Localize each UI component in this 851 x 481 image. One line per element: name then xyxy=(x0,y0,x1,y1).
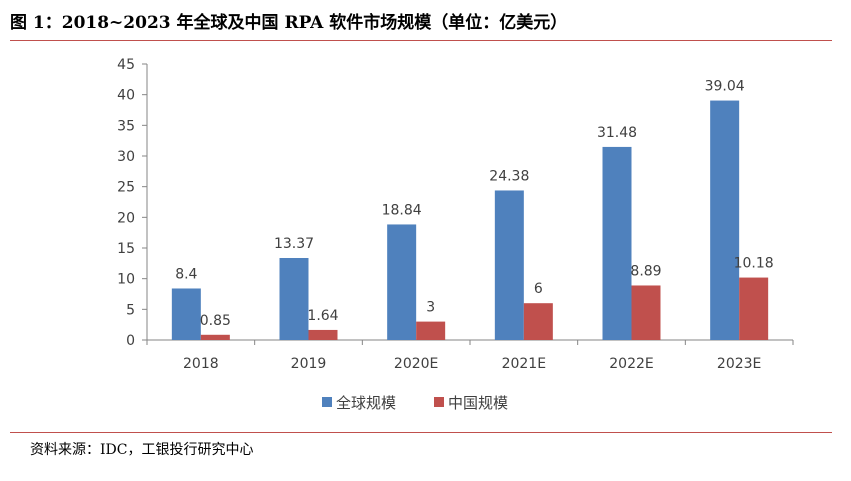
bar-chart: 0 5 10 15 20 25 30 35 40 45 2018 2019 2020E 2021E 202… xyxy=(117,57,794,412)
data-label-global: 31.48 xyxy=(597,125,637,141)
data-label-global: 13.37 xyxy=(274,236,314,252)
x-tick-label: 2023E xyxy=(717,356,761,372)
bar-global xyxy=(710,100,740,341)
legend-swatch-china xyxy=(434,397,444,407)
y-axis: 0 5 10 15 20 25 30 35 40 45 xyxy=(117,57,148,349)
bar-china xyxy=(739,277,769,340)
x-tick-label: 2019 xyxy=(291,356,327,372)
bar-global xyxy=(494,190,524,340)
source-note: 资料来源：IDC，工银投行研究中心 xyxy=(30,442,254,458)
data-label-global: 18.84 xyxy=(382,202,422,218)
y-tick-label: 35 xyxy=(117,118,135,134)
bar-global xyxy=(279,257,309,340)
y-tick-label: 0 xyxy=(126,333,135,349)
top-divider xyxy=(10,40,832,41)
legend-label-china: 中国规模 xyxy=(448,394,508,412)
bar-china xyxy=(416,321,446,340)
y-tick-label: 10 xyxy=(117,272,135,288)
bars xyxy=(171,100,769,341)
y-tick-label: 15 xyxy=(117,241,135,257)
y-tick-label: 25 xyxy=(117,180,135,196)
bar-china xyxy=(523,303,553,340)
data-label-china: 3 xyxy=(426,300,435,316)
y-tick-label: 40 xyxy=(117,88,135,104)
y-tick-label: 45 xyxy=(117,57,135,73)
figure-title: 图 1：2018~2023 年全球及中国 RPA 软件市场规模（单位：亿美元） xyxy=(10,13,568,33)
legend-label-global: 全球规模 xyxy=(336,394,396,412)
data-label-china: 8.89 xyxy=(630,263,661,279)
x-tick-label: 2018 xyxy=(183,356,219,372)
data-label-china: 1.64 xyxy=(307,308,338,324)
data-label-global: 39.04 xyxy=(705,79,745,95)
x-tick-label: 2021E xyxy=(502,356,546,372)
y-tick-label: 5 xyxy=(126,302,135,318)
data-labels: 8.4 0.85 13.37 1.64 18.84 3 24.38 6 31.48 8.89 39.… xyxy=(175,79,774,329)
data-label-global: 24.38 xyxy=(489,168,529,184)
bar-china xyxy=(200,334,230,340)
data-label-global: 8.4 xyxy=(175,266,197,282)
y-tick-label: 30 xyxy=(117,149,135,165)
x-axis: 2018 2019 2020E 2021E 2022E 2023E xyxy=(146,339,794,372)
data-label-china: 6 xyxy=(534,281,543,297)
data-label-china: 10.18 xyxy=(734,256,774,272)
x-tick-label: 2020E xyxy=(394,356,438,372)
x-tick-label: 2022E xyxy=(609,356,653,372)
bar-china xyxy=(308,329,338,340)
data-label-china: 0.85 xyxy=(200,313,231,329)
bar-global xyxy=(171,288,201,340)
legend: 全球规模 中国规模 xyxy=(322,394,508,412)
bar-global xyxy=(387,224,417,340)
legend-swatch-global xyxy=(322,397,332,407)
bottom-divider xyxy=(10,432,832,433)
y-tick-label: 20 xyxy=(117,210,135,226)
bar-china xyxy=(631,285,661,340)
bar-global xyxy=(602,146,632,340)
